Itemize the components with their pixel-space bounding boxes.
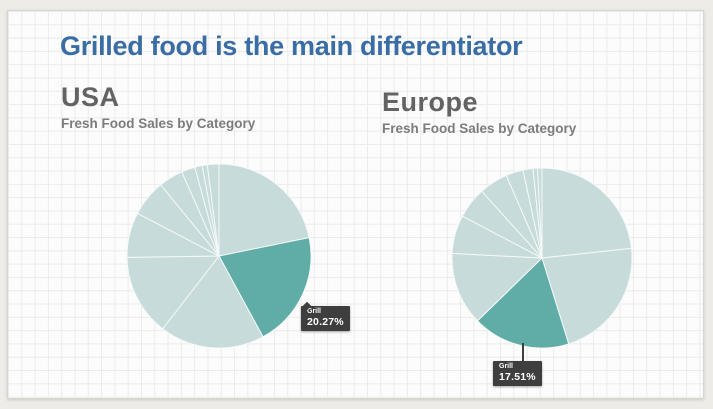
slide-canvas: Grilled food is the main differentiator … — [7, 10, 704, 399]
pie-slice-10[interactable] — [206, 163, 220, 257]
usa-chart-header: USA Fresh Food Sales by Category — [61, 82, 256, 131]
pie-slice-3[interactable] — [126, 255, 220, 330]
usa-chart-title: USA — [61, 82, 120, 112]
pie-slice-10[interactable] — [537, 167, 543, 259]
europe-chart-header: Europe Fresh Food Sales by Category — [382, 87, 577, 136]
pie-slice-grill[interactable] — [218, 237, 312, 338]
usa-grill-tooltip: Grill 20.27% — [301, 301, 350, 331]
europe-pie-chart[interactable] — [451, 167, 633, 349]
usa-chart-subtitle: Fresh Food Sales by Category — [61, 115, 256, 131]
tooltip-value: 17.51% — [499, 371, 536, 383]
usa-pie-chart[interactable] — [126, 163, 312, 349]
pie-slice-2[interactable] — [162, 255, 264, 349]
pie-slice-3[interactable] — [451, 252, 543, 322]
pie-slice-1[interactable] — [541, 247, 633, 345]
europe-chart-title: Europe — [382, 87, 479, 117]
slide-title: Grilled food is the main differentiator — [60, 31, 523, 61]
pie-slice-0[interactable] — [218, 163, 310, 257]
tooltip-category-label: Grill — [307, 308, 322, 315]
pie-slice-0[interactable] — [541, 167, 632, 259]
tooltip-value: 20.27% — [307, 316, 344, 328]
europe-chart-subtitle: Fresh Food Sales by Category — [382, 120, 577, 136]
tooltip-category-label: Grill — [499, 363, 514, 370]
pie-slice-grill[interactable] — [477, 257, 570, 349]
europe-tooltip-stem — [522, 343, 524, 362]
europe-grill-tooltip: Grill 17.51% — [493, 361, 542, 386]
